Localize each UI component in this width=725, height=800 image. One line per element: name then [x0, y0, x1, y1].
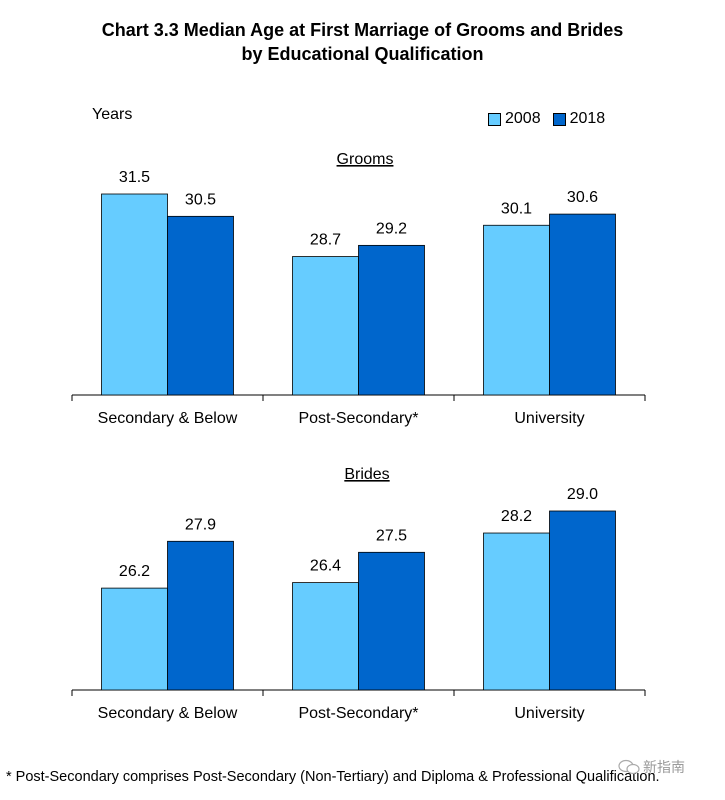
- legend-swatch-2008: [488, 112, 501, 126]
- grooms-bar-post-secondary-2018: [358, 244, 425, 396]
- grooms-category-label-secondary-below: Secondary & Below: [98, 410, 238, 427]
- brides-data-label-post-secondary-2018: 27.5: [376, 527, 407, 544]
- watermark-text: 新指南: [643, 759, 685, 775]
- grooms-data-label-university-2008: 30.1: [501, 200, 532, 217]
- chart-title-line2: by Educational Qualification: [241, 44, 484, 64]
- legend-item-2008: 2008: [488, 110, 541, 128]
- brides-bar-university-2008: [483, 532, 550, 691]
- grooms-data-label-secondary-below-2008: 31.5: [119, 169, 150, 186]
- brides-data-label-university-2008: 28.2: [501, 508, 532, 525]
- brides-data-label-secondary-below-2008: 26.2: [119, 563, 150, 580]
- grooms-subtitle: Grooms: [337, 151, 394, 168]
- grooms-data-label-post-secondary-2018: 29.2: [376, 220, 407, 237]
- grooms-category-label-post-secondary: Post-Secondary*: [298, 410, 418, 427]
- brides-category-label-university: University: [514, 705, 584, 722]
- brides-bar-post-secondary-2008: [292, 582, 359, 691]
- brides-bar-post-secondary-2018: [358, 551, 425, 691]
- brides-bar-university-2018: [549, 510, 616, 691]
- grooms-bar-secondary-below-2008: [101, 193, 168, 396]
- brides-data-label-post-secondary-2008: 26.4: [310, 558, 341, 575]
- legend-item-2018: 2018: [552, 110, 606, 128]
- brides-data-label-secondary-below-2018: 27.9: [185, 516, 216, 533]
- legend: 2008 2018: [488, 110, 617, 128]
- grooms-bar-university-2018: [549, 213, 616, 396]
- legend-label-2008: 2008: [505, 110, 541, 127]
- y-unit-label: Years: [92, 106, 133, 123]
- brides-bar-secondary-below-2008: [101, 587, 168, 691]
- watermark: 新指南: [618, 757, 685, 777]
- grooms-category-label-university: University: [514, 410, 584, 427]
- chart-title-line1: Chart 3.3 Median Age at First Marriage o…: [101, 20, 624, 40]
- grooms-data-label-secondary-below-2018: 30.5: [185, 191, 216, 208]
- brides-chart: Brides 26.2 27.9 Secondary & Below 26.4 27.5 P…: [71, 466, 646, 722]
- grooms-data-label-post-secondary-2008: 28.7: [310, 232, 341, 249]
- brides-category-label-secondary-below: Secondary & Below: [98, 705, 238, 722]
- legend-swatch-2018: [552, 112, 566, 126]
- grooms-bar-university-2008: [483, 224, 550, 396]
- brides-category-label-post-secondary: Post-Secondary*: [298, 705, 418, 722]
- brides-data-label-university-2018: 29.0: [567, 486, 598, 503]
- grooms-bar-secondary-below-2018: [167, 215, 234, 396]
- brides-subtitle: Brides: [344, 466, 389, 483]
- brides-bar-secondary-below-2018: [167, 540, 234, 691]
- chat-bubble-icon: [618, 759, 640, 775]
- grooms-chart: Grooms 31.5 30.5 Secondary & Below 28.7 29.2 P…: [71, 151, 646, 427]
- legend-label-2018: 2018: [569, 110, 606, 127]
- footnote: * Post-Secondary comprises Post-Secondar…: [6, 769, 660, 785]
- grooms-bar-post-secondary-2008: [292, 256, 359, 396]
- grooms-data-label-university-2018: 30.6: [567, 189, 598, 206]
